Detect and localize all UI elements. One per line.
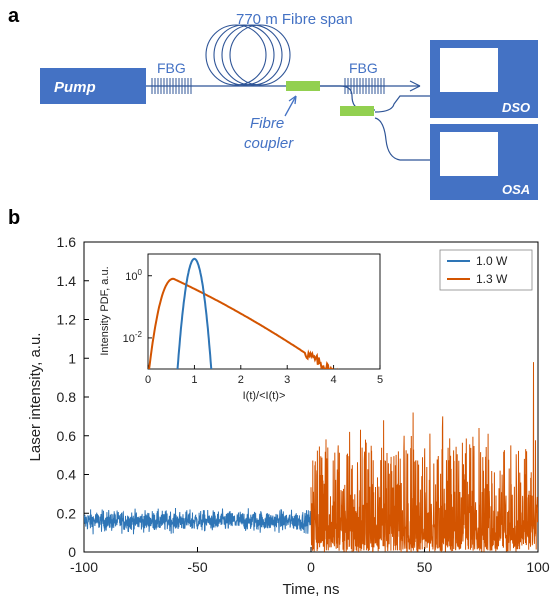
- main-y-tick-label: 0.6: [57, 428, 77, 444]
- dso-screen: [440, 48, 498, 92]
- pump-label: Pump: [54, 79, 96, 96]
- main-series-1-3w-line: [310, 362, 538, 552]
- fibre-coupler-label-line2: coupler: [244, 135, 294, 152]
- inset-y-ticks: 100 10-2: [123, 268, 152, 345]
- main-x-axis-title: Time, ns: [283, 581, 340, 598]
- coupler-pointer-arrowhead: [288, 95, 297, 105]
- main-x-tick-label: 50: [417, 559, 433, 575]
- inset-y-axis-title: Intensity PDF, a.u.: [99, 266, 111, 355]
- panel-a-label: a: [8, 5, 20, 27]
- fibre-spool-icon: [205, 24, 291, 86]
- main-y-tick-label: 0.4: [57, 467, 77, 483]
- inset-plot-frame: [147, 253, 381, 370]
- main-y-tick-label: 0.8: [57, 389, 77, 405]
- fbg-right-label: FBG: [349, 60, 378, 76]
- main-y-axis-title: Laser intensity, a.u.: [27, 333, 44, 462]
- inset-x-tick-label: 1: [191, 374, 197, 386]
- inset-series-1-3w-line: [148, 277, 339, 369]
- inset-x-tick-label: 0: [145, 374, 151, 386]
- inset-x-tick-label: 5: [377, 374, 383, 386]
- inset-x-axis-title: I(t)/<I(t)>: [243, 390, 286, 402]
- inset-y-tick-label: 100: [125, 268, 142, 283]
- inset-x-tick-label: 3: [284, 374, 290, 386]
- inset-series-1w-line: [176, 257, 213, 369]
- fbg-left-label: FBG: [157, 60, 186, 76]
- fibre-line-to-dso: [374, 95, 430, 113]
- fibre-span-label: 770 m Fibre span: [236, 11, 353, 28]
- fibre-arrow-right: [409, 80, 421, 92]
- coupler-pointer-arrow: [284, 95, 297, 117]
- pump-box: [40, 68, 146, 104]
- osa-screen: [440, 132, 498, 176]
- fbg-left-grating: [151, 78, 192, 94]
- main-y-tick-label: 1.4: [57, 273, 77, 289]
- main-x-ticks: -100 -50 0 50 100: [70, 547, 550, 575]
- main-x-tick-label: 100: [526, 559, 550, 575]
- main-y-tick-label: 1.2: [57, 312, 77, 328]
- panel-b-label: b: [8, 207, 20, 229]
- main-x-tick-label: -100: [70, 559, 98, 575]
- main-y-tick-label: 1: [68, 350, 76, 366]
- main-series-1w-line: [84, 507, 312, 535]
- setup-diagram: Pump FBG 770 m Fibre span FBG Fibre coup…: [40, 11, 538, 200]
- legend-label-1w: 1.0 W: [476, 254, 508, 268]
- legend: 1.0 W 1.3 W: [439, 249, 533, 291]
- fibre-coupler-1: [286, 81, 320, 91]
- main-x-tick-label: 0: [307, 559, 315, 575]
- inset-x-tick-label: 2: [238, 374, 244, 386]
- fibre-line-to-osa: [374, 117, 430, 161]
- main-y-tick-label: 0: [68, 544, 76, 560]
- fbg-right-grating: [344, 78, 385, 94]
- inset-x-ticks: 0 1 2 3 4 5: [145, 365, 383, 386]
- inset-x-tick-label: 4: [331, 374, 337, 386]
- main-y-ticks: 0 0.2 0.4 0.6 0.8 1 1.2 1.4 1.6: [57, 234, 89, 560]
- inset-y-tick-label: 10-2: [123, 330, 143, 345]
- main-x-tick-label: -50: [187, 559, 207, 575]
- legend-box: [439, 249, 533, 291]
- inset-chart: 0 1 2 3 4 5 100 10-2 I(t)/<I(t)> Intensity PDF…: [99, 253, 383, 402]
- osa-label: OSA: [502, 182, 530, 197]
- main-y-tick-label: 0.2: [57, 505, 77, 521]
- fibre-coupler-2: [340, 106, 374, 116]
- legend-label-1-3w: 1.3 W: [476, 272, 508, 286]
- fibre-coupler-label-line1: Fibre: [250, 115, 284, 132]
- dso-label: DSO: [502, 100, 530, 115]
- main-y-tick-label: 1.6: [57, 234, 77, 250]
